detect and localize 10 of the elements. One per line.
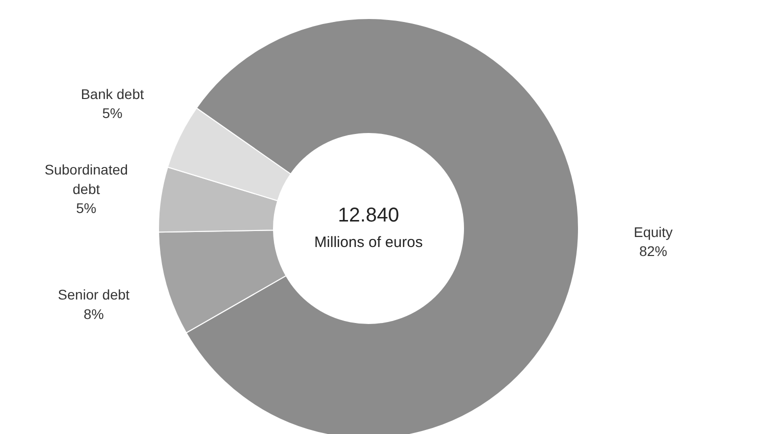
data-label: 8%	[84, 306, 104, 322]
data-label: 82%	[639, 243, 668, 260]
text: 12.840	[338, 204, 400, 226]
text: Millions of euros	[314, 234, 423, 251]
slice-label: Subordinated debt	[44, 162, 128, 197]
slice-label: Equity	[634, 224, 673, 240]
slice-label: Bank debt	[80, 86, 144, 102]
data-label: 5%	[102, 105, 122, 122]
data-label: 5%	[76, 200, 96, 216]
slice-label: Senior debt	[58, 286, 130, 303]
